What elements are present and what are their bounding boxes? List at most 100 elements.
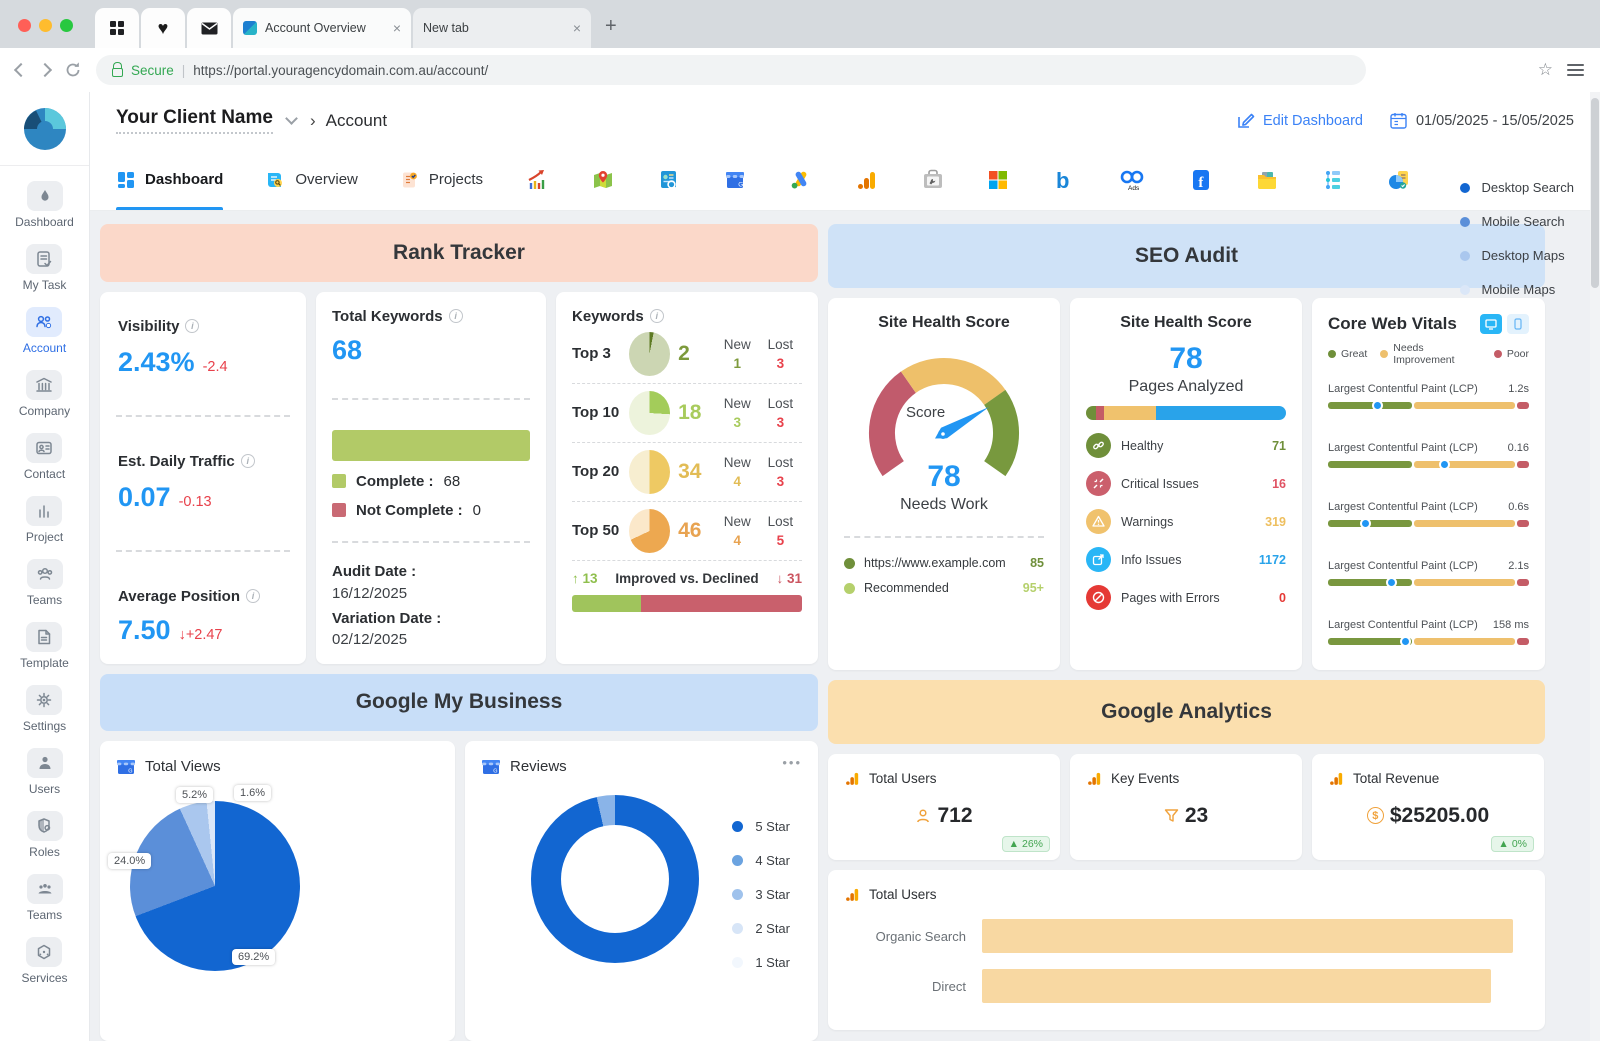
info-icon[interactable]: i	[449, 309, 463, 323]
sidebar-item-teams-2[interactable]: Teams	[27, 874, 63, 922]
browser-tab-new-tab[interactable]: New tab ×	[413, 8, 591, 48]
close-tab-icon[interactable]: ×	[393, 20, 401, 36]
tab-label: New tab	[423, 21, 469, 35]
sidebar-item-my-task[interactable]: My Task	[23, 244, 67, 292]
top10-pie	[629, 391, 670, 435]
dollar-coin-icon: $	[1367, 807, 1384, 824]
sidebar-item-dashboard[interactable]: Dashboard	[15, 181, 74, 229]
pinned-tab-mail[interactable]	[187, 8, 231, 48]
scrollbar-track[interactable]	[1590, 92, 1600, 1041]
sidebar-item-teams[interactable]: Teams	[27, 559, 63, 607]
sidebar-item-roles[interactable]: Roles	[27, 811, 63, 859]
tab-dashboard[interactable]: Dashboard	[116, 149, 223, 210]
browser-tab-account-overview[interactable]: Account Overview ×	[233, 8, 411, 48]
minimize-window-button[interactable]	[39, 19, 52, 32]
heart-icon: ♥	[158, 18, 169, 39]
sidebar-item-services[interactable]: Services	[21, 937, 67, 985]
tab-files[interactable]	[1255, 168, 1279, 192]
back-button[interactable]	[14, 63, 28, 77]
tab-timeline[interactable]	[1321, 168, 1345, 192]
scrollbar-thumb[interactable]	[1591, 98, 1599, 288]
sidebar-item-template[interactable]: Template	[20, 622, 69, 670]
tab-google-analytics[interactable]	[855, 168, 879, 192]
bookmark-star-icon[interactable]: ☆	[1538, 60, 1553, 80]
sidebar-item-project[interactable]: Project	[26, 496, 63, 544]
chevron-down-icon[interactable]	[285, 112, 298, 125]
total-views-legend: Desktop Search Mobile Search Desktop Map…	[1460, 211, 1575, 297]
sidebar-item-users[interactable]: Users	[27, 748, 63, 796]
pages-row-healthy: Healthy 71	[1086, 433, 1286, 458]
section-seo-audit: SEO Audit	[828, 224, 1545, 288]
address-bar[interactable]: Secure | https://portal.youragencydomain…	[96, 55, 1366, 85]
client-name-dropdown[interactable]: Your Client Name	[116, 107, 273, 134]
tab-search-console[interactable]	[921, 168, 945, 192]
teams-group-icon	[35, 879, 55, 899]
pinned-tab-apps[interactable]	[95, 8, 139, 48]
up-arrow-icon: ▲	[1009, 838, 1019, 850]
sidebar-item-contact[interactable]: Contact	[24, 433, 65, 481]
down-arrow-icon: ↓	[179, 627, 186, 643]
tab-google-ads[interactable]	[789, 168, 813, 192]
close-window-button[interactable]	[18, 19, 31, 32]
tab-reports[interactable]	[1387, 168, 1411, 192]
sidebar-item-account[interactable]: Account	[23, 307, 66, 355]
pinned-tab-favorites[interactable]: ♥	[141, 8, 185, 48]
total-keywords-value: 68	[332, 335, 530, 366]
reviews-menu-icon[interactable]: •••	[782, 755, 802, 770]
desktop-toggle-button[interactable]	[1480, 314, 1502, 334]
pages-row-critical: Critical Issues 16	[1086, 471, 1286, 496]
dashboard-icon	[35, 186, 55, 206]
complete-value: 68	[444, 473, 461, 490]
info-icon[interactable]: i	[650, 309, 664, 323]
audit-date-label: Audit Date :	[332, 563, 416, 580]
refresh-button[interactable]	[64, 61, 82, 79]
tab-meta-ads[interactable]: Ads	[1117, 168, 1147, 192]
window-controls[interactable]	[18, 19, 73, 32]
svg-text:G: G	[128, 769, 132, 775]
reviews-title: Reviews	[510, 758, 567, 775]
info-icon[interactable]: i	[185, 319, 199, 333]
close-tab-icon[interactable]: ×	[573, 20, 581, 36]
dashboard-tabs-row: Dashboard Overview Projects	[90, 149, 1600, 211]
cwv-row: Largest Contentful Paint (LCP)2.1s	[1328, 560, 1529, 586]
svg-text:Ads: Ads	[1128, 185, 1140, 192]
sidebar: Dashboard My Task Account Company Contac…	[0, 92, 90, 1041]
browser-menu-icon[interactable]	[1567, 64, 1584, 76]
keywords-row-top3: Top 3 2 New1 Lost3	[572, 325, 802, 383]
users-icon	[35, 753, 55, 773]
tab-rank-growth[interactable]	[525, 168, 549, 192]
tab-projects[interactable]: Projects	[400, 149, 483, 210]
blocked-icon	[1092, 591, 1105, 604]
tab-local-map[interactable]	[591, 168, 615, 192]
variation-date-value: 02/12/2025	[332, 631, 530, 648]
total-views-card: G Total Views 5.2% 1.6% 24.0% 69.2%	[100, 741, 455, 1041]
mobile-toggle-button[interactable]	[1507, 314, 1529, 334]
facebook-icon: f	[1189, 168, 1213, 192]
new-tab-button[interactable]: +	[605, 15, 617, 38]
tab-facebook[interactable]: f	[1189, 168, 1213, 192]
zoom-window-button[interactable]	[60, 19, 73, 32]
top3-pie	[629, 332, 670, 376]
info-icon[interactable]: i	[246, 589, 260, 603]
broken-link-icon	[1092, 477, 1105, 490]
tab-google-my-business[interactable]: G	[723, 168, 747, 192]
tab-overview[interactable]: Overview	[265, 149, 358, 210]
info-icon[interactable]: i	[241, 454, 255, 468]
ga-users-value: 712	[937, 804, 972, 828]
svg-text:b: b	[1056, 168, 1069, 192]
edit-dashboard-button[interactable]: Edit Dashboard	[1236, 111, 1363, 130]
ga-mini-icon	[1328, 770, 1345, 787]
cwv-row: Largest Contentful Paint (LCP)1.2s	[1328, 383, 1529, 409]
person-icon	[915, 808, 931, 824]
svg-text:G: G	[493, 769, 497, 775]
site-health-status: Needs Work	[900, 496, 988, 514]
forward-button[interactable]	[38, 63, 52, 77]
tab-seo-audit[interactable]	[657, 168, 681, 192]
date-range-picker[interactable]: 01/05/2025 - 15/05/2025	[1389, 111, 1574, 130]
tab-microsoft[interactable]	[987, 169, 1009, 191]
visibility-delta: -2.4	[203, 359, 228, 375]
sidebar-item-settings[interactable]: Settings	[23, 685, 66, 733]
tab-bing[interactable]: b	[1051, 168, 1075, 192]
position-delta: ↓+2.47	[179, 627, 223, 643]
sidebar-item-company[interactable]: Company	[19, 370, 70, 418]
